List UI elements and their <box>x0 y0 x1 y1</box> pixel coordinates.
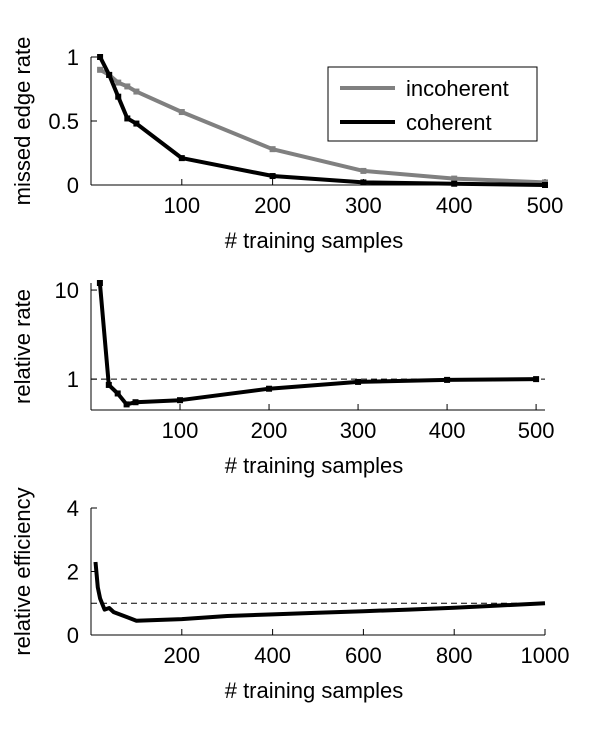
panel-1-data-point-coherent <box>542 182 548 188</box>
panel-1-data-point-incoherent <box>360 167 367 174</box>
panel-2-data-point-1 <box>114 390 121 397</box>
panel-2-series-line-1 <box>97 282 537 407</box>
panel-3-x-tick-label: 600 <box>345 643 382 668</box>
panel-3-y-tick-label: 0 <box>67 623 79 648</box>
panel-2-data-point-1 <box>132 399 139 406</box>
panel-2-x-tick-label: 100 <box>162 418 199 443</box>
panel-3-x-tick-label: 400 <box>254 643 291 668</box>
panel-1-x-tick-label: 100 <box>163 193 200 218</box>
panel-2-x-axis-label: # training samples <box>225 453 404 478</box>
panel-3-x-tick-label: 200 <box>163 643 200 668</box>
panel-1-data-point-coherent <box>269 173 276 180</box>
panel-1-data-point-incoherent <box>178 109 185 116</box>
panel-1-x-tick-label: 200 <box>254 193 291 218</box>
panel-1-series-line-incoherent <box>99 68 546 185</box>
panel-1-x-tick-label: 300 <box>345 193 382 218</box>
panel-1-data-point-incoherent <box>451 175 458 182</box>
panel-1-data-point-coherent <box>124 115 131 122</box>
panel-2-data-point-1 <box>355 378 362 385</box>
panel-2-y-tick-label: 1 <box>67 367 79 392</box>
panel-2-x-tick-label: 200 <box>251 418 288 443</box>
panel-3-series-line-1 <box>93 561 546 623</box>
panel-1-data-point-incoherent <box>124 83 131 90</box>
panel-1-data-point-incoherent <box>97 66 104 73</box>
panel-1-data-point-coherent <box>360 179 367 186</box>
panel-3-x-tick-label: 1000 <box>521 643 570 668</box>
panel-1-data-point-incoherent <box>133 88 140 95</box>
panel-2-data-point-1 <box>177 397 184 404</box>
panel-1-data-point-coherent <box>133 120 140 127</box>
panel-2-data-point-1 <box>105 381 112 388</box>
panel-2-x-tick-label: 400 <box>429 418 466 443</box>
panel-1-y-tick-label: 1 <box>67 45 79 70</box>
panel-3-y-tick-label: 4 <box>67 496 79 521</box>
panel-1-x-tick-label: 400 <box>436 193 473 218</box>
panel-1-data-point-incoherent <box>269 146 276 153</box>
panel-1-data-point-coherent <box>106 71 113 78</box>
panel-1-series-line-coherent <box>98 56 546 187</box>
panel-2-data-point-1 <box>444 376 451 383</box>
legend-label-incoherent: incoherent <box>406 76 509 101</box>
panel-1-x-tick-label: 500 <box>527 193 564 218</box>
panel-2-data-point-1 <box>266 385 273 392</box>
panel-3-x-tick-label: 800 <box>436 643 473 668</box>
panel-1-data-point-incoherent <box>115 79 122 86</box>
panel-2-y-tick-label: 10 <box>55 278 79 303</box>
panel-1-data-point-coherent <box>115 93 122 100</box>
panel-1-y-axis-label: missed edge rate <box>10 37 35 206</box>
panel-1-data-point-coherent <box>451 180 458 187</box>
panel-3-y-axis-label: relative efficiency <box>10 487 35 655</box>
panel-1-y-tick-label: 0.5 <box>48 109 79 134</box>
panel-2-data-point-1 <box>533 376 540 383</box>
panel-3-x-axis-label: # training samples <box>225 678 404 703</box>
legend-box <box>327 66 538 142</box>
panel-1-data-point-coherent <box>178 155 185 162</box>
panel-1-data-point-coherent <box>97 54 104 60</box>
panel-2-x-tick-label: 500 <box>518 418 555 443</box>
panel-1-y-tick-label: 0 <box>67 173 79 198</box>
panel-2-x-tick-label: 300 <box>340 418 377 443</box>
legend-label-coherent: coherent <box>406 110 492 135</box>
panel-2-data-point-1 <box>123 401 130 408</box>
panel-2-data-point-1 <box>96 280 103 286</box>
panel-3-y-tick-label: 2 <box>67 560 79 585</box>
panel-1-x-axis-label: # training samples <box>225 228 404 253</box>
panel-2-y-axis-label: relative rate <box>10 289 35 404</box>
